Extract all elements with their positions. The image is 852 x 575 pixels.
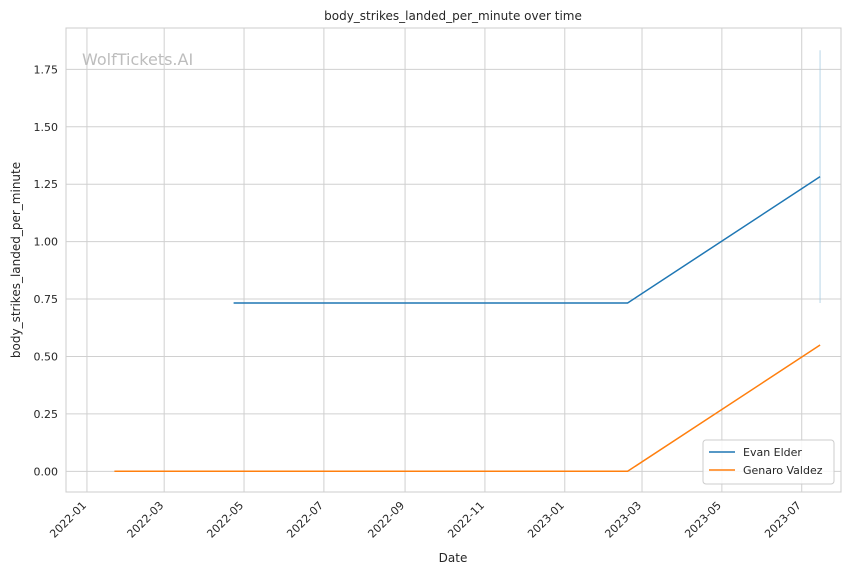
legend-label-evan-elder: Evan Elder xyxy=(743,446,802,459)
y-tick-label: 0.25 xyxy=(34,408,59,421)
x-tick-label: 2023-01 xyxy=(525,499,567,541)
grid-lines xyxy=(66,28,841,492)
x-tick-label: 2022-03 xyxy=(125,499,167,541)
x-tick-label: 2023-03 xyxy=(602,499,644,541)
series-layer xyxy=(114,175,821,473)
x-tick-label: 2022-07 xyxy=(284,499,326,541)
x-tick-label: 2023-07 xyxy=(762,499,804,541)
x-tick-label: 2022-09 xyxy=(365,499,407,541)
y-tick-label: 0.00 xyxy=(34,465,59,478)
chart-title: body_strikes_landed_per_minute over time xyxy=(324,9,582,23)
watermark-text: WolfTickets.AI xyxy=(82,50,193,69)
y-tick-label: 1.50 xyxy=(34,121,59,134)
x-tick-label: 2022-11 xyxy=(445,499,487,541)
x-tick-label: 2023-05 xyxy=(682,499,724,541)
y-tick-label: 0.75 xyxy=(34,293,59,306)
x-tick-label: 2022-05 xyxy=(204,499,246,541)
y-tick-labels: 0.00 0.25 0.50 0.75 1.00 1.25 1.50 1.75 xyxy=(34,63,59,478)
y-axis-label: body_strikes_landed_per_minute xyxy=(9,162,23,358)
y-tick-label: 1.00 xyxy=(34,236,59,249)
x-axis-label: Date xyxy=(439,551,468,565)
x-tick-labels: 2022-01 2022-03 2022-05 2022-07 2022-09 2022-… xyxy=(47,499,803,541)
y-tick-label: 0.50 xyxy=(34,350,59,363)
y-tick-label: 1.75 xyxy=(34,63,59,76)
legend: Evan Elder Genaro Valdez xyxy=(702,439,835,485)
plot-area xyxy=(65,27,842,493)
series-line-genaro-valdez xyxy=(114,344,821,473)
series-line-evan-elder xyxy=(233,175,821,304)
y-tick-label: 1.25 xyxy=(34,178,59,191)
legend-box xyxy=(702,439,835,485)
x-tick-label: 2022-01 xyxy=(47,499,89,541)
legend-label-genaro-valdez: Genaro Valdez xyxy=(743,464,823,477)
